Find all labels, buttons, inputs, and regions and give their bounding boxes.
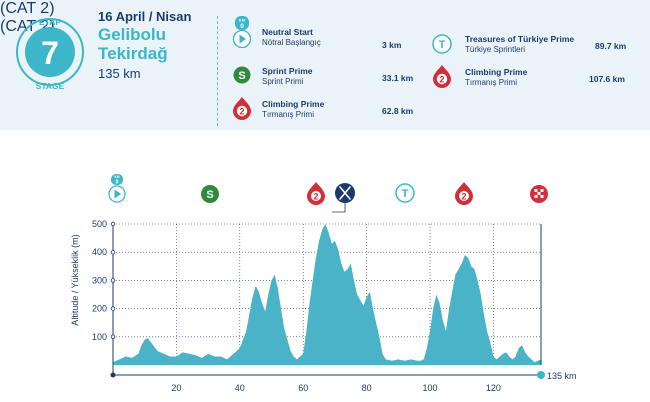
route-finish-city: Tekirdağ — [98, 44, 168, 63]
climb-marker-2-number: 2 — [461, 191, 466, 201]
neutral-start-subtitle: Nötral Başlangıç — [262, 38, 321, 47]
x-tick-label: 120 — [486, 383, 501, 393]
climbing-prime-icon: 2 — [433, 65, 451, 88]
sprint-prime-km: 33.1 km — [382, 73, 414, 83]
neutral-badge-value: 0 — [240, 23, 244, 30]
climb-marker-1: 2 — [307, 182, 325, 205]
neutral-start-icon: KM 0 — [232, 16, 252, 48]
stage-word-top: ETAP — [39, 17, 61, 27]
start-km-label: KM — [115, 175, 120, 179]
climb-marker-1-number: 2 — [313, 191, 318, 201]
route-start-city: Gelibolu — [98, 25, 166, 44]
treasures-title: Treasures of Türkiye Prime — [465, 34, 575, 44]
x-tick-label: 20 — [171, 383, 181, 393]
treasures-prime-icon: T — [432, 34, 452, 54]
stage-header: ETAP 7 STAGE 16 April / Nisan Gelibolu T… — [0, 0, 650, 130]
sprint-prime-title: Sprint Prime — [262, 66, 313, 76]
neutral-start-title: Neutral Start — [262, 27, 314, 37]
climb1-icon-number: 2 — [239, 106, 244, 116]
climb1-km: 62.8 km — [382, 106, 414, 116]
climb2-title: Climbing Prime — [465, 67, 528, 77]
treasures-subtitle: Türkiye Sprintleri — [465, 45, 526, 54]
distance-end-label: 135 km — [547, 371, 577, 381]
y-tick-label: 200 — [92, 304, 107, 314]
climb2-km: 107.6 km — [589, 74, 625, 84]
neutral-start-km: 3 km — [382, 40, 402, 50]
climb-marker-2: 2 — [455, 182, 473, 205]
treasures-km: 89.7 km — [595, 41, 627, 51]
neutral-badge-label: KM — [239, 19, 245, 23]
start-km-marker: KM 0 — [108, 174, 126, 203]
elevation-area — [113, 224, 541, 365]
finish-flag-icon — [530, 185, 548, 203]
legend-climbing-prime-1: Climbing Prime Tırmanış Primi — [262, 99, 324, 119]
climbing-prime-icon: 2 — [233, 97, 251, 120]
y-tick-dot — [110, 221, 116, 227]
start-km-value: 0 — [115, 180, 118, 186]
legend-treasures-prime: Treasures of Türkiye Prime Türkiye Sprin… — [465, 34, 574, 54]
sprint-marker: S — [201, 185, 219, 203]
stage-route: Gelibolu Tekirdağ — [98, 25, 168, 63]
y-tick-label: 100 — [92, 332, 107, 342]
climb1-category: (CAT 2) — [0, 0, 55, 17]
climb2-subtitle: Tırmanış Primi — [465, 78, 517, 87]
y-tick-dot — [110, 249, 116, 255]
stage-number: 7 — [41, 35, 59, 71]
y-tick-label: 500 — [92, 219, 107, 229]
header-divider — [217, 16, 219, 126]
x-tick-label: 80 — [362, 383, 372, 393]
sprint-prime-icon: S — [233, 66, 251, 84]
climb2-icon-number: 2 — [439, 74, 444, 84]
y-tick-label: 300 — [92, 275, 107, 285]
axes: 100 200 300 400 500 20 40 60 80 100 120 — [92, 219, 545, 393]
legend-climbing-prime-2: Climbing Prime Tırmanış Primi — [465, 67, 527, 87]
climb1-subtitle: Tırmanış Primi — [262, 110, 314, 119]
legend-sprint-prime: Sprint Prime Sprint Primi — [262, 66, 313, 86]
treasures-marker: T — [395, 183, 415, 203]
x-tick-label: 100 — [423, 383, 438, 393]
stage-distance: 135 km — [98, 66, 141, 81]
y-tick-label: 400 — [92, 247, 107, 257]
y-tick-dot — [110, 306, 116, 311]
legend-neutral-start: Neutral Start Nötral Başlangıç — [262, 27, 321, 47]
y-tick-dot — [110, 278, 116, 283]
stage-date: 16 April / Nisan — [98, 9, 192, 24]
stage-word-bottom: STAGE — [36, 81, 65, 91]
sprint-icon-letter: S — [238, 70, 245, 82]
y-axis-title: Altitude / Yükseklik (m) — [70, 234, 80, 325]
climb1-title: Climbing Prime — [262, 99, 325, 109]
start-distance-dot — [110, 372, 116, 378]
finish-distance-dot — [537, 371, 545, 379]
x-tick-label: 40 — [235, 383, 245, 393]
x-tick-label: 60 — [298, 383, 308, 393]
treasures-marker-letter: T — [402, 188, 409, 200]
stage-badge: ETAP 7 STAGE — [16, 17, 84, 91]
sprint-marker-letter: S — [206, 189, 213, 201]
treasures-icon-letter: T — [439, 39, 446, 51]
sprint-prime-subtitle: Sprint Primi — [262, 77, 304, 86]
y-tick-dot — [110, 334, 116, 339]
feed-zone-marker — [332, 183, 355, 213]
